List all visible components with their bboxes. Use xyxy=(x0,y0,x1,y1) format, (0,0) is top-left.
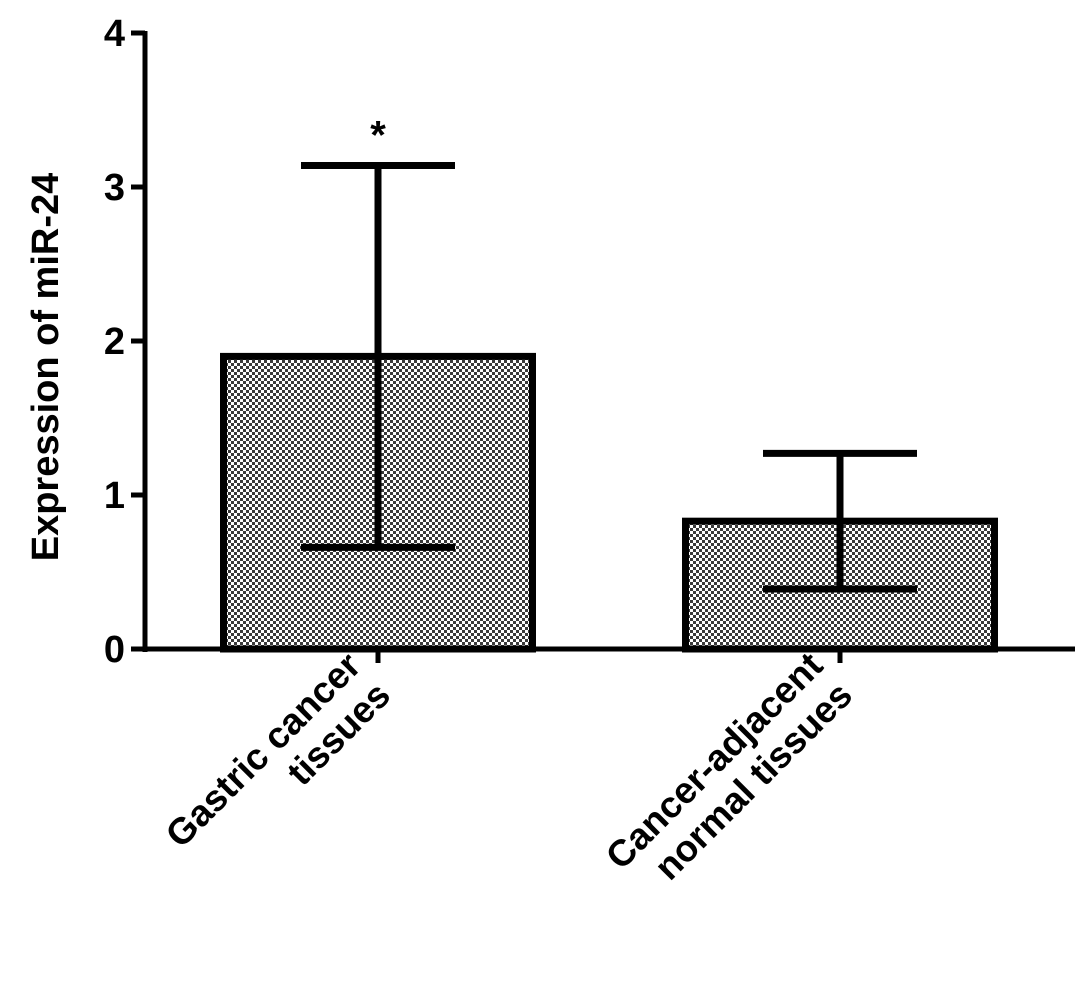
y-tick-label-0: 0 xyxy=(104,629,125,671)
y-tick-label-1: 1 xyxy=(104,475,125,517)
y-tick-label-2: 2 xyxy=(104,321,125,363)
significance-marker: * xyxy=(370,113,386,157)
y-tick-label-4: 4 xyxy=(104,13,125,55)
y-axis-title: Expression of miR-24 xyxy=(25,173,67,562)
y-tick-label-3: 3 xyxy=(104,167,125,209)
